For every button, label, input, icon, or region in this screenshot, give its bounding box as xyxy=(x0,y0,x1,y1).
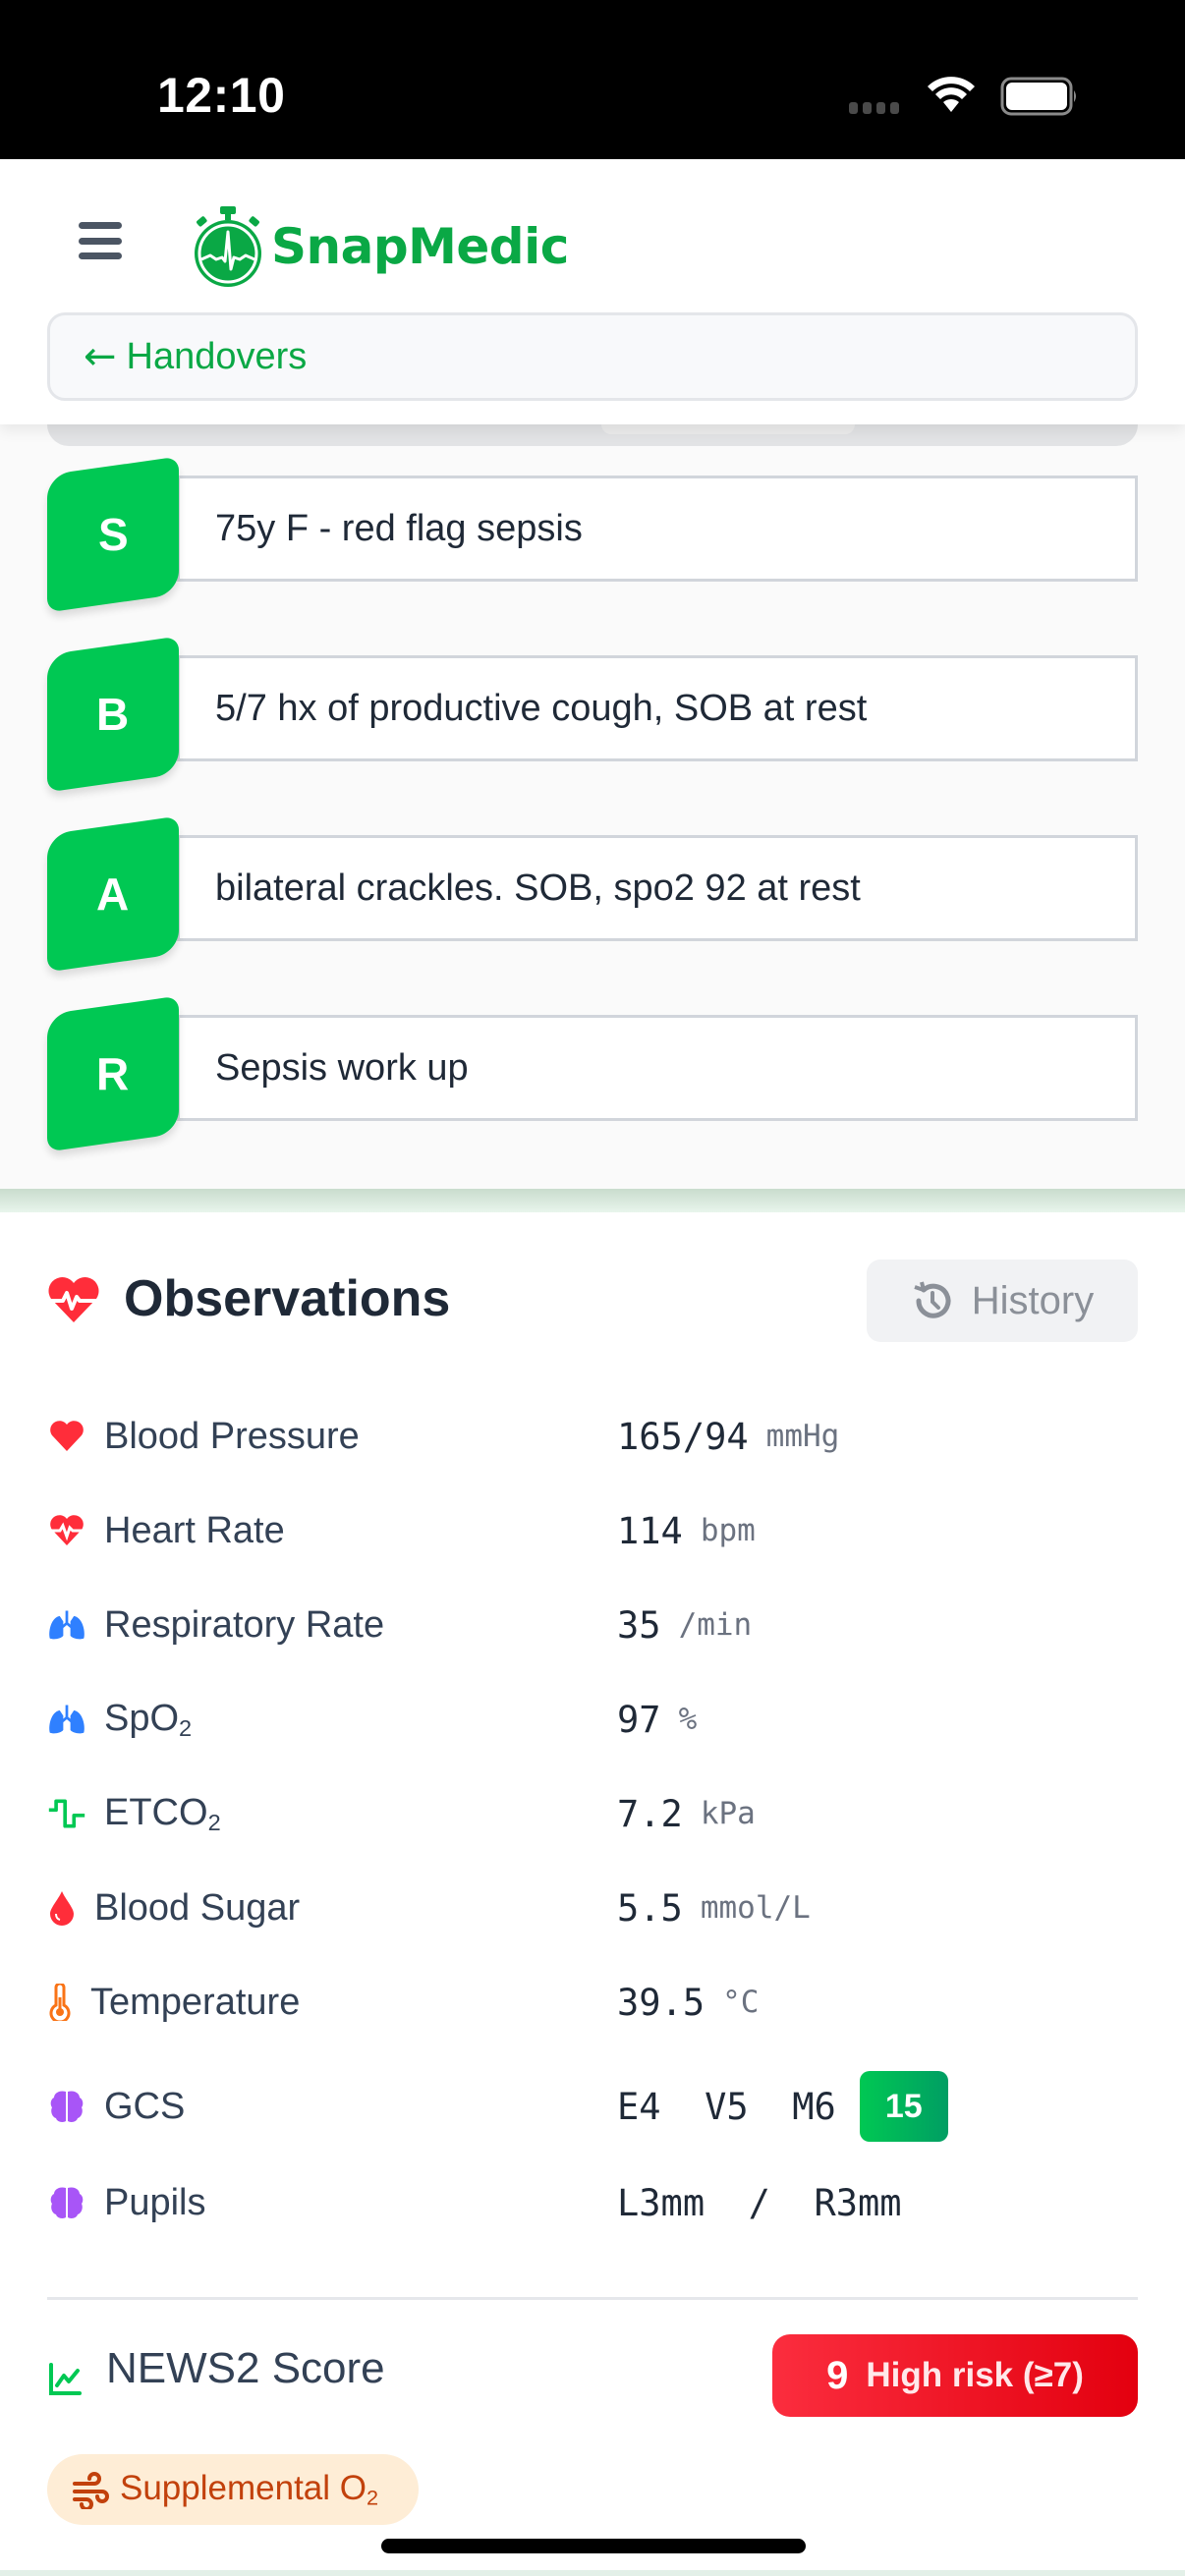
app-header: SnapMedic ← Handovers xyxy=(0,159,1185,424)
back-link-label: Handovers xyxy=(126,335,308,377)
divider xyxy=(47,2297,1138,2300)
news2-risk-badge[interactable]: 9 High risk (≥7) xyxy=(772,2334,1138,2417)
obs-label: Temperature xyxy=(90,1981,301,2023)
news2-risk-label: High risk (≥7) xyxy=(866,2356,1084,2394)
obs-row-temperature: Temperature 39.5 °C xyxy=(47,1973,1138,2032)
assessment-field[interactable]: bilateral crackles. SOB, spo2 92 at rest xyxy=(177,835,1138,941)
obs-label: SpO2 xyxy=(104,1697,193,1741)
app-logo[interactable]: SnapMedic xyxy=(189,204,569,289)
sbar-row-background: B 5/7 hx of productive cough, SOB at res… xyxy=(47,636,1138,793)
obs-value: L3mm / R3mm xyxy=(617,2181,902,2224)
obs-value: 114 bpm xyxy=(617,1509,756,1552)
situation-field[interactable]: 75y F - red flag sepsis xyxy=(177,476,1138,582)
obs-value: 7.2 kPa xyxy=(617,1792,756,1835)
arrow-left-icon: ← xyxy=(84,334,117,379)
news2-label: NEWS2 Score xyxy=(106,2344,385,2392)
obs-value: 97 % xyxy=(617,1698,698,1741)
sbar-card: S 75y F - red flag sepsis B 5/7 hx of pr… xyxy=(0,424,1185,1189)
observations-title: Observations xyxy=(124,1270,451,1327)
hamburger-menu-icon[interactable] xyxy=(79,222,122,259)
sbar-letter-badge: B xyxy=(47,636,179,793)
heart-pulse-icon xyxy=(48,1276,99,1322)
wifi-icon xyxy=(928,77,975,112)
supplemental-o2-chip[interactable]: Supplemental O2 xyxy=(47,2454,419,2525)
brain-icon xyxy=(47,2087,86,2126)
obs-row-etco2: ETCO2 7.2 kPa xyxy=(47,1784,1138,1843)
news2-score: 9 xyxy=(826,2353,849,2397)
lungs-icon xyxy=(47,1605,86,1645)
background-field[interactable]: 5/7 hx of productive cough, SOB at rest xyxy=(177,655,1138,761)
obs-label: ETCO2 xyxy=(104,1791,221,1835)
obs-value: 5.5 mmol/L xyxy=(617,1886,811,1930)
obs-value: 39.5 °C xyxy=(617,1981,760,2024)
supplemental-o2-label: Supplemental O2 xyxy=(120,2468,379,2510)
section-divider xyxy=(0,1189,1185,1212)
cellular-signal-icon xyxy=(849,102,899,114)
obs-row-blood-pressure: Blood Pressure 165/94 mmHg xyxy=(47,1407,1138,1466)
bottom-edge xyxy=(0,2570,1185,2576)
history-button[interactable]: History xyxy=(867,1260,1138,1342)
recommendation-field[interactable]: Sepsis work up xyxy=(177,1015,1138,1121)
obs-unit: % xyxy=(678,1702,698,1737)
sbar-row-recommendation: R Sepsis work up xyxy=(47,995,1138,1152)
status-time: 12:10 xyxy=(157,68,286,123)
obs-unit: °C xyxy=(722,1985,760,2020)
stopwatch-ecg-logo-icon xyxy=(195,206,261,287)
sbar-letter-badge: A xyxy=(47,815,179,973)
obs-row-heart-rate: Heart Rate 114 bpm xyxy=(47,1501,1138,1560)
obs-label: GCS xyxy=(104,2085,186,2127)
app-name: SnapMedic xyxy=(271,218,569,275)
obs-row-gcs: GCS E4 V5 M6 15 xyxy=(47,2071,1138,2142)
brain-icon xyxy=(47,2183,86,2222)
battery-icon xyxy=(1000,77,1076,116)
obs-value: E4 V5 M6 15 xyxy=(617,2071,948,2142)
obs-unit: /min xyxy=(678,1607,753,1643)
obs-label: Blood Sugar xyxy=(94,1886,301,1929)
observations-section: Observations History Blood Pressure 165/… xyxy=(0,1212,1185,2576)
obs-row-spo2: SpO2 97 % xyxy=(47,1690,1138,1749)
obs-label: Respiratory Rate xyxy=(104,1603,385,1646)
heart-icon xyxy=(47,1417,86,1456)
obs-unit: kPa xyxy=(700,1796,756,1831)
sbar-row-situation: S 75y F - red flag sepsis xyxy=(47,456,1138,613)
history-icon xyxy=(914,1281,951,1318)
heart-pulse-icon xyxy=(47,1511,86,1550)
gcs-total-badge: 15 xyxy=(859,2071,948,2142)
obs-label: Blood Pressure xyxy=(104,1415,360,1457)
sbar-letter-badge: S xyxy=(47,456,179,613)
obs-label: Heart Rate xyxy=(104,1509,285,1551)
obs-unit: mmol/L xyxy=(700,1890,811,1926)
lungs-icon xyxy=(47,1700,86,1739)
collapsed-card-edge xyxy=(47,424,1138,446)
obs-unit: bpm xyxy=(700,1513,756,1548)
home-indicator[interactable] xyxy=(381,2539,806,2553)
sbar-letter-badge: R xyxy=(47,995,179,1152)
obs-row-blood-sugar: Blood Sugar 5.5 mmol/L xyxy=(47,1878,1138,1937)
blood-drop-icon xyxy=(47,1888,77,1928)
obs-unit: mmHg xyxy=(765,1419,840,1454)
obs-row-respiratory-rate: Respiratory Rate 35 /min xyxy=(47,1596,1138,1654)
obs-value: 165/94 mmHg xyxy=(617,1415,840,1458)
thermometer-icon xyxy=(47,1983,73,2022)
waveform-icon xyxy=(47,1794,86,1833)
chart-line-icon xyxy=(49,2363,82,2395)
obs-label: Pupils xyxy=(104,2181,206,2223)
history-label: History xyxy=(971,1278,1095,1322)
sbar-row-assessment: A bilateral crackles. SOB, spo2 92 at re… xyxy=(47,815,1138,973)
status-bar: 12:10 xyxy=(0,0,1185,159)
collapsed-card-tab xyxy=(601,424,855,434)
wind-icon xyxy=(73,2472,109,2509)
back-to-handovers-link[interactable]: ← Handovers xyxy=(47,312,1138,401)
obs-row-pupils: Pupils L3mm / R3mm xyxy=(47,2173,1138,2232)
obs-value: 35 /min xyxy=(617,1603,753,1647)
